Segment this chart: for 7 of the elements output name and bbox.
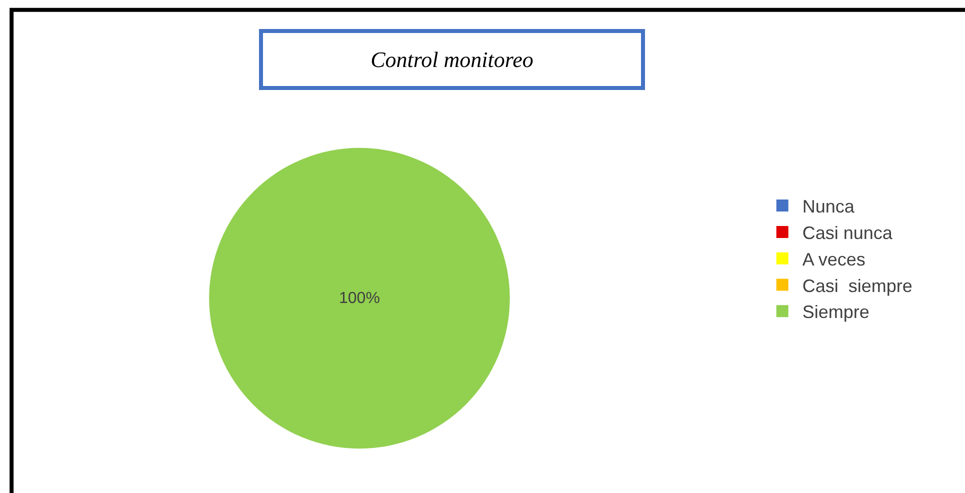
legend-label: Casi siempre	[802, 276, 912, 296]
legend-label: A veces	[802, 249, 866, 270]
legend-label: Casi nunca	[802, 222, 894, 243]
legend-label: Siempre	[802, 302, 870, 322]
chart-title: Control monitoreo	[370, 47, 534, 72]
legend-label: Nunca	[802, 196, 856, 217]
data-label: 100%	[339, 290, 380, 307]
